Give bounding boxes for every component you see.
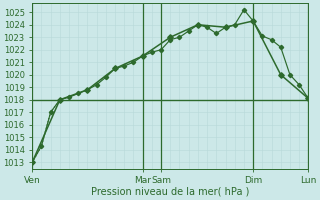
X-axis label: Pression niveau de la mer( hPa ): Pression niveau de la mer( hPa ): [91, 187, 250, 197]
